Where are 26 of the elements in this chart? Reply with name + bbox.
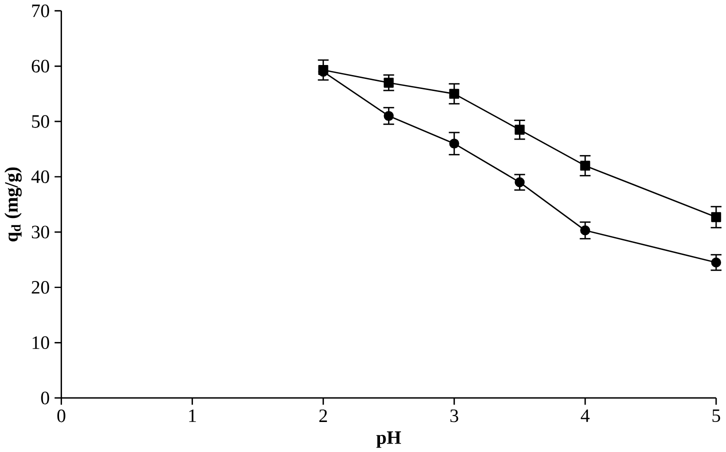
point [514,177,525,188]
point [384,110,394,121]
point [711,257,722,268]
y-tick-label: 60 [32,60,50,72]
point [384,78,394,88]
y-tick-label: 20 [32,280,50,294]
y-tick-label: 50 [32,114,50,128]
y-tick-label: 70 [32,4,50,18]
point [580,160,590,171]
y-tick-label: 40 [31,170,50,183]
x-axis-title: pH [376,431,401,448]
point [449,88,460,99]
y-axis-title: q$_{d}$ (mg/g) [4,167,22,242]
point [449,138,460,148]
x-tick-label: 0 [57,409,66,422]
y-tick-label: 0 [41,391,50,404]
y-tick-label: 10 [32,336,50,349]
x-tick-label: 1 [189,409,196,422]
x-tick-label: 4 [580,409,590,422]
point [580,225,590,236]
point [514,124,525,135]
x-tick-label: 5 [712,409,720,422]
x-tick-label: 2 [319,409,327,422]
point [711,212,722,222]
x-tick-label: 3 [450,409,458,422]
y-tick-label: 30 [32,226,50,238]
